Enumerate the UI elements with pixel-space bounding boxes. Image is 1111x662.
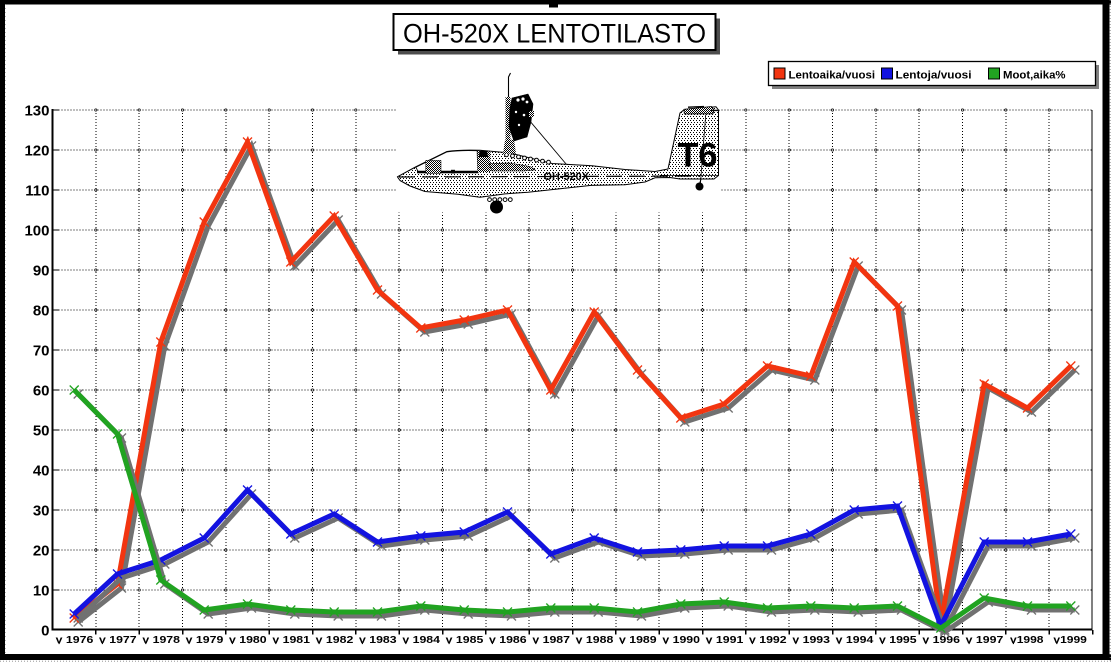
svg-text:v 1988: v 1988 [576, 634, 614, 646]
svg-text:v 1996: v 1996 [922, 634, 960, 646]
svg-text:v1998: v1998 [1010, 634, 1044, 646]
svg-text:10: 10 [33, 582, 50, 599]
svg-text:T6: T6 [678, 137, 718, 175]
svg-text:v 1989: v 1989 [619, 634, 657, 646]
svg-text:OH-520X: OH-520X [544, 171, 590, 183]
svg-text:v 1995: v 1995 [879, 634, 917, 646]
svg-text:60: 60 [33, 382, 50, 399]
svg-text:v 1991: v 1991 [706, 634, 744, 646]
svg-text:110: 110 [25, 182, 49, 199]
svg-text:40: 40 [33, 462, 50, 479]
svg-text:v 1993: v 1993 [792, 634, 830, 646]
svg-text:OH-520X LENTOTILASTO: OH-520X LENTOTILASTO [403, 18, 706, 48]
svg-text:v 1987: v 1987 [532, 634, 570, 646]
svg-text:v1999: v1999 [1053, 634, 1087, 646]
svg-text:v 1982: v 1982 [316, 634, 354, 646]
svg-text:v 1979: v 1979 [186, 634, 224, 646]
svg-text:30: 30 [33, 502, 50, 519]
svg-text:v 1980: v 1980 [229, 634, 267, 646]
svg-text:90: 90 [33, 262, 50, 279]
svg-text:50: 50 [33, 422, 50, 439]
svg-text:130: 130 [24, 102, 49, 119]
svg-text:v 1981: v 1981 [272, 634, 310, 646]
svg-text:20: 20 [33, 542, 50, 559]
svg-text:v 1983: v 1983 [359, 634, 397, 646]
svg-text:120: 120 [24, 142, 49, 159]
svg-text:70: 70 [33, 342, 50, 359]
svg-text:Moot,aika%: Moot,aika% [1003, 70, 1066, 82]
svg-text:v 1994: v 1994 [836, 634, 874, 646]
svg-text:v 1984: v 1984 [402, 634, 440, 646]
svg-text:0: 0 [41, 622, 49, 639]
svg-text:v 1986: v 1986 [489, 634, 527, 646]
svg-text:v 1976: v 1976 [56, 634, 94, 646]
svg-text:v 1978: v 1978 [142, 634, 180, 646]
svg-text:Lentoaika/vuosi: Lentoaika/vuosi [789, 70, 876, 82]
svg-text:v 1990: v 1990 [662, 634, 700, 646]
svg-text:80: 80 [33, 302, 50, 319]
svg-text:Lentoja/vuosi: Lentoja/vuosi [896, 70, 972, 82]
svg-text:v 1985: v 1985 [446, 634, 484, 646]
svg-text:v 1977: v 1977 [99, 634, 137, 646]
svg-text:v 1992: v 1992 [749, 634, 787, 646]
svg-text:100: 100 [24, 222, 49, 239]
svg-text:v 1997: v 1997 [966, 634, 1004, 646]
